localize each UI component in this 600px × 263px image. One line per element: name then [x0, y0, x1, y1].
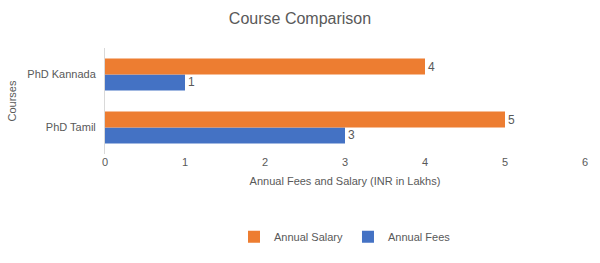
svg-text:Courses: Courses	[6, 80, 18, 121]
svg-text:2: 2	[262, 156, 268, 168]
svg-text:4: 4	[422, 156, 428, 168]
svg-text:5: 5	[508, 113, 515, 127]
svg-text:Course Comparison: Course Comparison	[229, 10, 371, 27]
svg-text:PhD Kannada: PhD Kannada	[27, 68, 96, 80]
svg-text:0: 0	[102, 156, 108, 168]
svg-text:Annual Fees: Annual Fees	[388, 231, 450, 243]
svg-text:4: 4	[428, 60, 435, 74]
svg-text:6: 6	[582, 156, 588, 168]
svg-text:Annual Salary: Annual Salary	[274, 231, 343, 243]
svg-text:3: 3	[348, 128, 355, 142]
svg-text:PhD Tamil: PhD Tamil	[46, 121, 96, 133]
svg-text:3: 3	[342, 156, 348, 168]
svg-text:5: 5	[502, 156, 508, 168]
svg-text:1: 1	[182, 156, 188, 168]
svg-text:1: 1	[188, 75, 195, 89]
svg-text:Annual Fees and Salary (INR in: Annual Fees and Salary (INR in Lakhs)	[250, 175, 441, 187]
